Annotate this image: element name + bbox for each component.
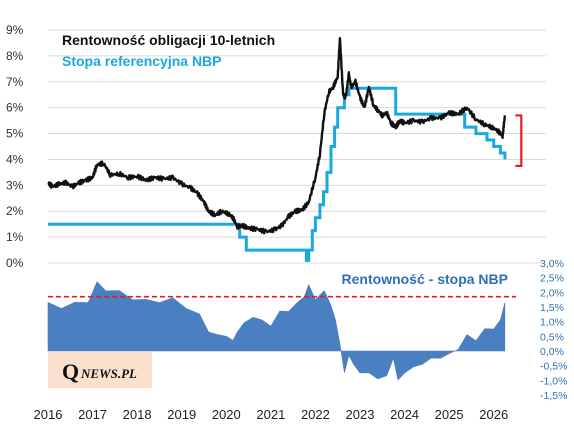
x-tick-label: 2023 [346, 407, 375, 422]
spread-y-tick-label: 2,5% [540, 273, 564, 285]
logo-letter: Q [62, 359, 80, 384]
spread-area-chart [47, 281, 516, 381]
spread-y-tick-label: 1,5% [540, 302, 564, 314]
y-tick-label: 2% [6, 204, 24, 218]
logo-text: NEWS.PL [81, 366, 137, 381]
y-tick-label: 6% [6, 101, 24, 115]
spread-y-tick-label: 0,0% [540, 346, 564, 358]
x-tick-label: 2019 [167, 407, 196, 422]
y-tick-label: 3% [6, 178, 24, 192]
spread-y-tick-label: 0,5% [540, 331, 564, 343]
red-bracket [515, 114, 523, 168]
y-tick-label: 9% [6, 23, 24, 37]
x-tick-label: 2018 [123, 407, 152, 422]
spread-y-tick-label: 1,0% [540, 317, 564, 329]
x-tick-label: 2026 [479, 407, 508, 422]
y-tick-label: 4% [6, 152, 24, 166]
yield-line [47, 37, 507, 235]
x-axis: 2016 2017 2018 2019 2020 2021 2022 2023 2024 2025… [34, 407, 509, 422]
y-tick-label: 0% [6, 256, 24, 270]
x-tick-label: 2024 [390, 407, 419, 422]
legend-yield: Rentowność obligacji 10-letnich [62, 32, 276, 48]
spread-y-tick-label: -1,0% [540, 375, 567, 387]
y-tick-label: 8% [6, 49, 24, 63]
rate-series [48, 86, 507, 262]
annotations [515, 114, 523, 168]
x-tick-label: 2022 [301, 407, 330, 422]
legend-rate: Stopa referencyjna NBP [62, 53, 222, 69]
y-tick-label: 5% [6, 127, 24, 141]
spread-y-axis: 3,0% 2,5% 2,0% 1,5% 1,0% 0,5% 0,0% -0,5% -1,0% -1… [540, 258, 567, 402]
main-chart-gridlines [48, 29, 546, 264]
x-tick-label: 2020 [212, 407, 241, 422]
spread-y-tick-label: -1,5% [540, 390, 567, 402]
yield-series [47, 37, 507, 235]
y-tick-label: 1% [6, 230, 24, 244]
main-y-axis: 0% 1% 2% 3% 4% 5% 6% 7% 8% 9% [6, 23, 24, 270]
spread-y-tick-label: -0,5% [540, 361, 567, 373]
x-tick-label: 2016 [34, 407, 63, 422]
spread-area [47, 281, 506, 381]
x-tick-label: 2017 [78, 407, 107, 422]
x-tick-label: 2025 [435, 407, 464, 422]
qnews-logo: Q NEWS.PL [48, 352, 152, 388]
x-tick-label: 2021 [256, 407, 285, 422]
spread-y-tick-label: 2,0% [540, 287, 564, 299]
spread-y-tick-label: 3,0% [540, 258, 564, 270]
rate-line [48, 86, 507, 262]
y-tick-label: 7% [6, 75, 24, 89]
spread-chart-title: Rentowność - stopa NBP [341, 271, 508, 287]
